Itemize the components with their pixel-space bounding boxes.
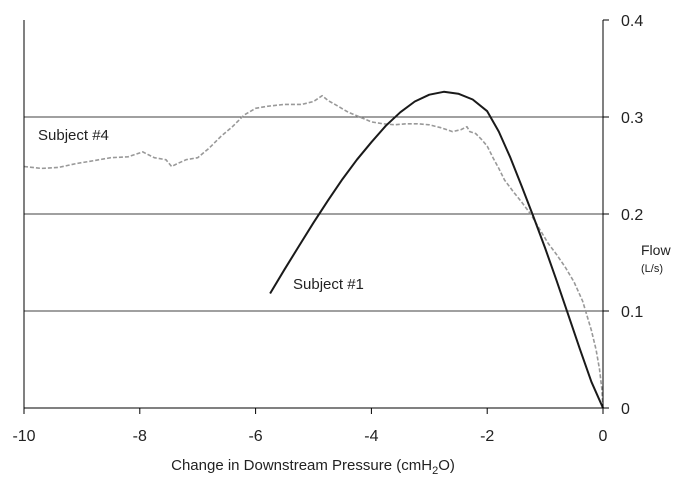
x-axis-title-subscript: 2 <box>432 465 438 477</box>
labels: Subject #4 Subject #1 Flow (L/s) Change … <box>38 127 671 477</box>
series-lines <box>23 90 604 409</box>
y-tick-label-1: 0.1 <box>621 304 643 321</box>
x-axis-title-prefix: Change in Downstream Pressure (cmH <box>171 457 432 474</box>
x-tick-label-2: -6 <box>248 428 262 445</box>
y-tick-label-2: 0.2 <box>621 207 643 224</box>
x-tick-label-3: -4 <box>364 428 378 445</box>
series-line-1 <box>269 90 604 409</box>
axes <box>23 19 609 414</box>
series-line-0 <box>23 94 604 409</box>
x-axis-title-suffix: O) <box>438 457 455 474</box>
y-axis-title: Flow <box>641 242 671 258</box>
x-tick-label-5: 0 <box>599 428 608 445</box>
y-tick-label-0: 0 <box>621 401 630 418</box>
gridlines <box>24 116 603 312</box>
y-axis-unit: (L/s) <box>641 263 663 275</box>
series-label-subject-1: Subject #1 <box>293 276 364 293</box>
x-tick-label-0: -10 <box>12 428 35 445</box>
series-label-subject-4: Subject #4 <box>38 127 109 144</box>
y-tick-label-3: 0.3 <box>621 110 643 127</box>
x-tick-label-1: -8 <box>133 428 147 445</box>
tick-labels: 0 0.1 0.2 0.3 0.4 -10 -8 -6 -4 -2 0 <box>12 13 643 445</box>
x-axis-title: Change in Downstream Pressure (cmH2O) <box>171 457 455 477</box>
y-tick-label-4: 0.4 <box>621 13 643 30</box>
x-tick-label-4: -2 <box>480 428 494 445</box>
